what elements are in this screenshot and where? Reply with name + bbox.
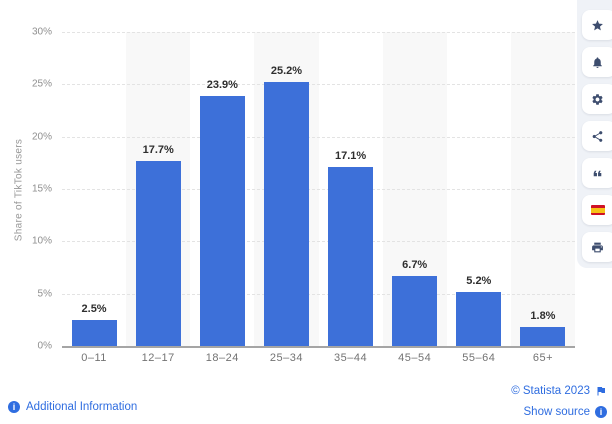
- y-tick-label: 15%: [31, 183, 52, 195]
- bar-value-label: 17.1%: [334, 150, 367, 163]
- settings-button[interactable]: [582, 84, 612, 114]
- x-tick-label: 55–64: [462, 352, 496, 364]
- favorite-button[interactable]: [582, 10, 612, 40]
- bar-value-label: 6.7%: [402, 258, 428, 271]
- notifications-button[interactable]: [582, 47, 612, 77]
- share-icon: [592, 130, 603, 142]
- y-tick-label: 5%: [37, 288, 52, 300]
- bell-icon: [593, 56, 602, 68]
- bar[interactable]: [456, 291, 502, 346]
- spanish-flag-icon: [591, 205, 605, 215]
- printer-icon: [592, 242, 603, 252]
- y-tick-label: 10%: [31, 235, 52, 247]
- info-icon: i: [595, 406, 607, 418]
- statista-copyright-link[interactable]: © Statista 2023: [511, 385, 607, 397]
- cite-button[interactable]: [582, 158, 612, 188]
- bar-value-label: 17.7%: [142, 143, 174, 156]
- x-tick-label: 25–34: [269, 352, 303, 364]
- gear-icon: [592, 93, 603, 105]
- info-icon: i: [8, 401, 20, 413]
- y-gridline: [62, 189, 575, 190]
- additional-information-label: Additional Information: [26, 401, 138, 413]
- y-tick-label: 25%: [31, 78, 52, 90]
- y-tick-label: 30%: [31, 26, 52, 38]
- y-gridline: [62, 84, 575, 86]
- x-tick-label: 0–11: [81, 352, 107, 364]
- bar[interactable]: [71, 319, 117, 346]
- y-gridline: [62, 293, 575, 295]
- language-button[interactable]: [582, 195, 612, 225]
- x-axis-line: [62, 346, 575, 348]
- y-gridline: [62, 32, 575, 33]
- bar[interactable]: [520, 327, 566, 346]
- bar-value-label: 23.9%: [206, 78, 238, 91]
- y-tick-label: 0%: [37, 340, 52, 352]
- bar-value-label: 25.2%: [270, 65, 303, 78]
- flag-icon: [597, 387, 605, 396]
- bar-value-label: 5.2%: [466, 274, 492, 287]
- additional-information-link[interactable]: i Additional Information: [8, 401, 137, 413]
- y-gridline: [62, 136, 575, 138]
- show-source-label: Show source: [523, 406, 590, 418]
- quote-icon: [593, 170, 602, 176]
- print-button[interactable]: [582, 232, 612, 262]
- bar[interactable]: [328, 167, 374, 346]
- x-tick-label: 35–44: [334, 352, 368, 364]
- x-tick-label: 18–24: [205, 352, 239, 364]
- x-tick-label: 65+: [532, 352, 554, 364]
- show-source-link[interactable]: Show source i: [524, 406, 607, 418]
- x-tick-label: 12–17: [141, 352, 175, 364]
- toolbar-sidebar: [577, 0, 612, 268]
- bar[interactable]: [135, 160, 181, 346]
- x-tick-label: 45–54: [398, 352, 432, 364]
- share-button[interactable]: [582, 121, 612, 151]
- bar-value-label: 1.8%: [530, 310, 556, 323]
- y-tick-label: 20%: [31, 131, 52, 143]
- y-gridline: [62, 241, 575, 243]
- bar[interactable]: [263, 82, 309, 346]
- bar[interactable]: [199, 95, 245, 346]
- star-icon: [592, 19, 603, 30]
- bar-value-label: 2.5%: [81, 302, 107, 315]
- copyright-label: © Statista 2023: [511, 385, 590, 397]
- bar[interactable]: [392, 275, 438, 346]
